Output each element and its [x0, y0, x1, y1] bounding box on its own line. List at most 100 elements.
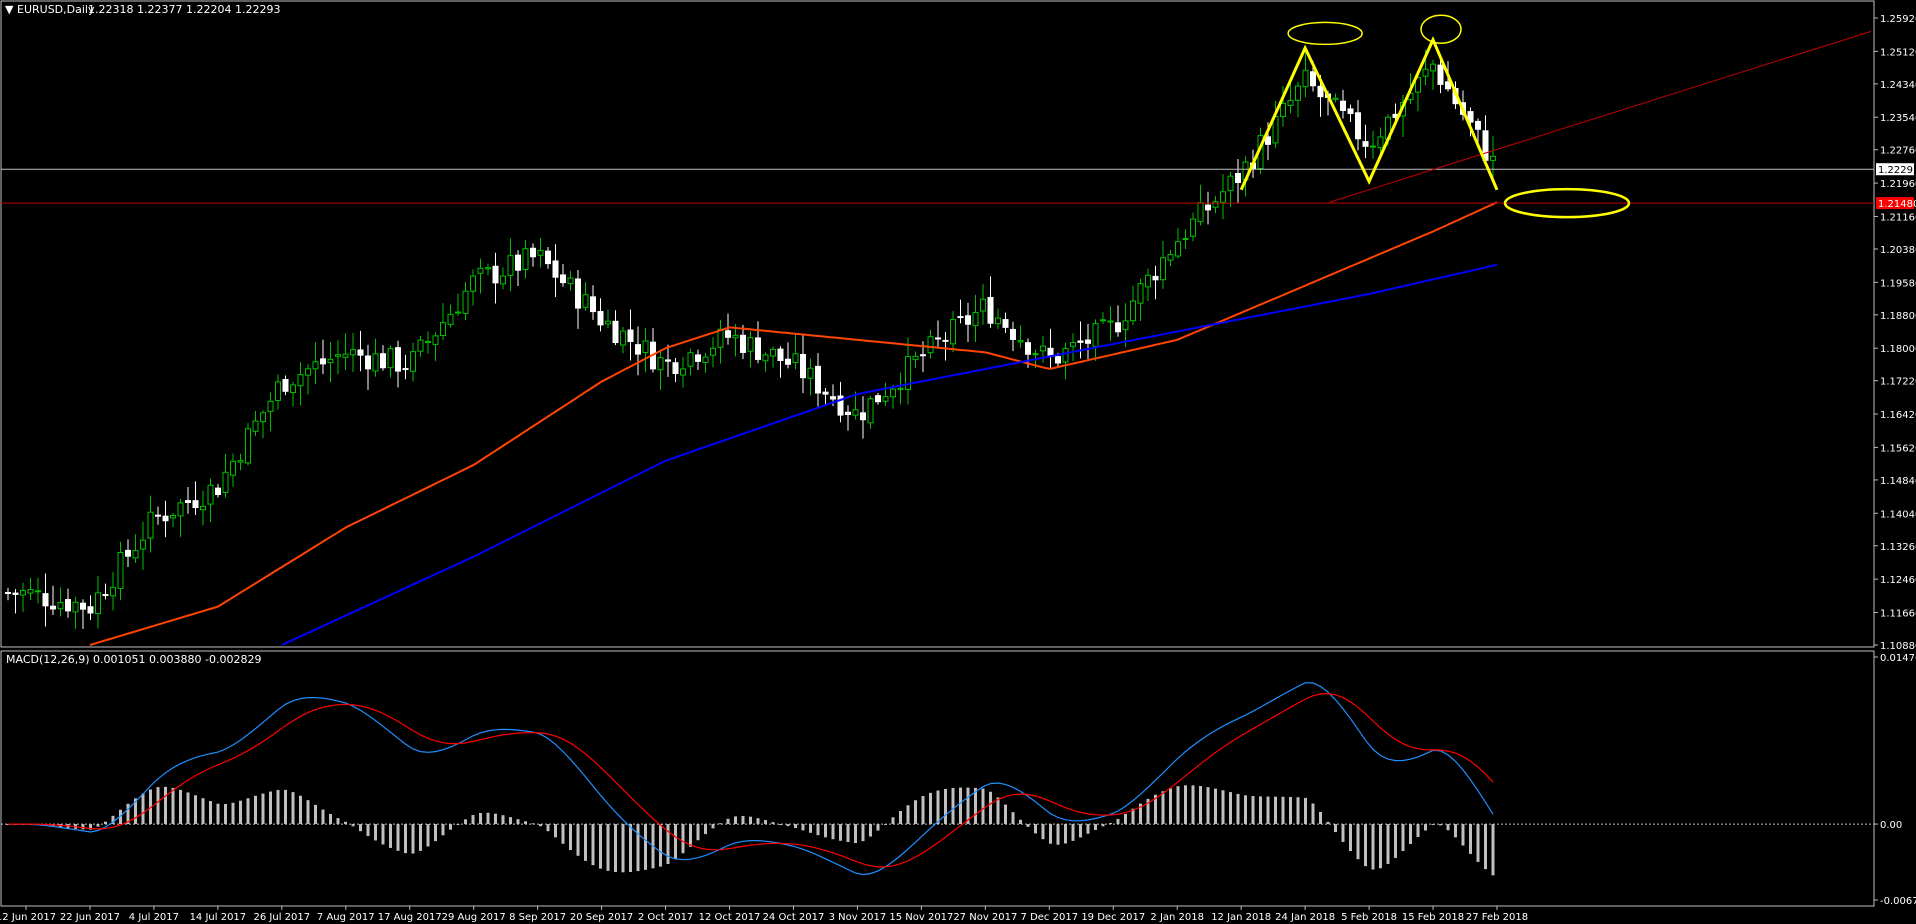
macd-histogram-bar [1011, 812, 1015, 825]
candle-body [582, 294, 589, 308]
macd-histogram-bar [1469, 824, 1472, 854]
macd-histogram-bar [816, 824, 820, 836]
macd-histogram-bar [734, 816, 737, 825]
candle-body [485, 267, 491, 270]
candle-body [725, 330, 731, 338]
candle-body [597, 310, 604, 326]
macd-histogram-bar [801, 824, 805, 831]
candle-body [507, 255, 514, 276]
candle-body [110, 586, 116, 597]
candle-body [1107, 320, 1114, 323]
macd-histogram-bar [546, 824, 550, 832]
candle-body [447, 313, 454, 325]
y-tick-label: 1.14840 [1880, 476, 1916, 487]
candle-body [470, 275, 476, 292]
macd-histogram-bar [1101, 824, 1105, 827]
macd-histogram-bar [666, 824, 670, 864]
macd-histogram-bar [1491, 824, 1495, 876]
candle-body [357, 349, 364, 356]
candle-body [845, 411, 851, 416]
candle-body [762, 354, 769, 362]
macd-histogram-bar [81, 824, 85, 830]
candle-body [57, 601, 64, 610]
candle-body [552, 260, 559, 278]
candle-body [1490, 155, 1496, 161]
y-tick-label: 1.20380 [1880, 245, 1916, 256]
macd-histogram-bar [1191, 785, 1195, 825]
candle-body [147, 511, 154, 539]
macd-histogram-bar [209, 801, 212, 825]
macd-histogram-bar [854, 824, 857, 844]
candle-body [492, 265, 499, 284]
y-tick-label: 1.18000 [1880, 344, 1916, 355]
candle-body [1445, 81, 1451, 90]
candle-body [1422, 68, 1429, 77]
macd-histogram-bar [1356, 824, 1360, 860]
candle-body [177, 502, 184, 517]
candle-body [1347, 108, 1354, 115]
candle-body [657, 357, 664, 371]
macd-histogram-bar [704, 824, 707, 835]
macd-histogram-bar [336, 818, 340, 825]
chart-title-arrow-icon[interactable]: ▼ [5, 3, 14, 16]
candle-body [687, 352, 694, 367]
candle-body [12, 592, 19, 595]
candle-body [837, 395, 844, 416]
macd-histogram-bar [456, 824, 460, 826]
y-tick-label: 1.18800 [1880, 311, 1916, 322]
candle-body [740, 334, 746, 353]
candle-body [1317, 85, 1324, 98]
x-tick-label: 22 Jun 2017 [60, 912, 120, 923]
candle-body [665, 359, 671, 362]
macd-histogram-bar [426, 824, 430, 847]
macd-histogram-bar [231, 802, 235, 825]
macd-histogram-bar [1379, 824, 1382, 869]
candle-body [1085, 339, 1091, 344]
x-tick-label: 8 Sep 2017 [509, 912, 566, 923]
candle-body [185, 500, 191, 504]
y-tick-label: 1.21960 [1880, 179, 1916, 190]
candle-body [425, 340, 431, 343]
macd-panel[interactable] [0, 650, 1875, 907]
macd-histogram-bar [359, 824, 362, 832]
peak-ellipse-1[interactable] [1287, 21, 1363, 46]
macd-histogram-bar [246, 798, 250, 825]
candle-body [785, 358, 791, 365]
macd-histogram-bar [936, 790, 940, 825]
candle-body [575, 278, 581, 309]
macd-histogram-bar [569, 824, 572, 851]
macd-histogram-bar [366, 824, 370, 836]
macd-histogram-bar [419, 824, 422, 851]
macd-histogram-bar [674, 824, 677, 860]
candle-body [1220, 191, 1226, 203]
macd-histogram-bar [1056, 824, 1060, 845]
candle-body [320, 358, 326, 365]
macd-histogram-bar [1334, 824, 1337, 833]
candle-body [260, 412, 266, 423]
macd-histogram-bar [509, 817, 512, 825]
candle-body [402, 368, 409, 371]
macd-histogram-bar [194, 795, 197, 825]
candle-body [372, 353, 379, 372]
candle-body [1092, 323, 1099, 347]
macd-histogram-bar [111, 815, 115, 825]
target-ellipse[interactable] [1503, 187, 1631, 219]
trendline[interactable] [1328, 30, 1872, 203]
double-top-pattern[interactable] [1239, 35, 1499, 191]
x-tick-label: 27 Feb 2018 [1466, 912, 1528, 923]
candle-body [987, 296, 994, 324]
x-tick-label: 15 Feb 2018 [1402, 912, 1464, 923]
peak-ellipse-2[interactable] [1420, 14, 1462, 45]
x-tick-label: 19 Dec 2017 [1081, 912, 1145, 923]
macd-histogram-bar [1386, 824, 1390, 864]
macd-histogram-bar [1229, 792, 1232, 825]
candle-body [1010, 328, 1016, 340]
macd-histogram-bar [1424, 824, 1427, 831]
y-tick-label: 1.19580 [1880, 278, 1916, 289]
candle-body [72, 601, 79, 613]
macd-histogram-bar [329, 814, 332, 825]
x-tick-label: 20 Sep 2017 [570, 912, 633, 923]
candle-body [1130, 300, 1136, 322]
macd-histogram-bar [404, 824, 407, 854]
macd-histogram-bar [374, 824, 377, 841]
